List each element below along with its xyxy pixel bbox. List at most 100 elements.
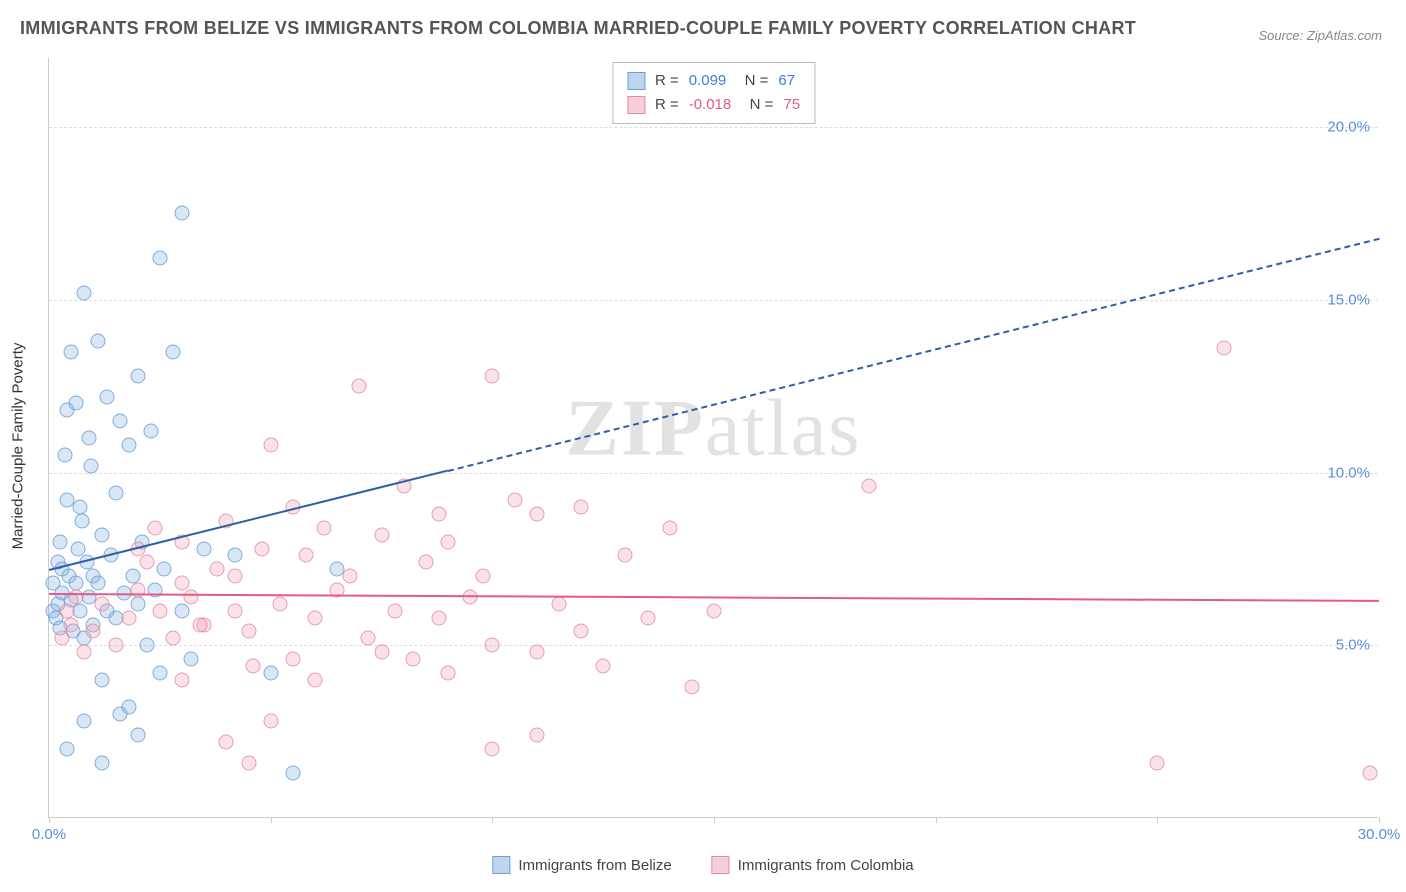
xtick-label: 0.0% xyxy=(32,826,66,843)
scatter-point-belize xyxy=(228,548,243,563)
stats-row-belize: R = 0.099 N = 67 xyxy=(627,69,800,93)
ytick-label: 10.0% xyxy=(1327,464,1370,481)
scatter-point-belize xyxy=(64,344,79,359)
scatter-point-belize xyxy=(70,541,85,556)
xtick-label: 30.0% xyxy=(1358,826,1401,843)
scatter-point-belize xyxy=(183,652,198,667)
scatter-point-belize xyxy=(90,576,105,591)
scatter-point-colombia xyxy=(86,624,101,639)
scatter-point-colombia xyxy=(432,610,447,625)
xtick-mark xyxy=(492,817,493,823)
scatter-point-belize xyxy=(77,714,92,729)
scatter-point-colombia xyxy=(618,548,633,563)
scatter-point-colombia xyxy=(148,520,163,535)
scatter-point-colombia xyxy=(228,603,243,618)
scatter-point-colombia xyxy=(68,589,83,604)
scatter-point-colombia xyxy=(529,728,544,743)
scatter-point-belize xyxy=(57,448,72,463)
scatter-point-colombia xyxy=(684,679,699,694)
scatter-point-colombia xyxy=(139,555,154,570)
scatter-point-belize xyxy=(285,766,300,781)
scatter-point-colombia xyxy=(95,596,110,611)
scatter-point-colombia xyxy=(529,645,544,660)
scatter-point-belize xyxy=(166,344,181,359)
scatter-point-colombia xyxy=(374,645,389,660)
scatter-point-colombia xyxy=(64,617,79,632)
scatter-point-belize xyxy=(68,576,83,591)
scatter-point-belize xyxy=(197,541,212,556)
ytick-label: 5.0% xyxy=(1336,637,1370,654)
scatter-point-colombia xyxy=(507,493,522,508)
gridline-h xyxy=(49,645,1378,646)
legend-label-colombia: Immigrants from Colombia xyxy=(738,857,914,874)
swatch-colombia xyxy=(627,96,645,114)
scatter-point-colombia xyxy=(272,596,287,611)
scatter-point-colombia xyxy=(108,638,123,653)
scatter-point-colombia xyxy=(441,534,456,549)
scatter-point-belize xyxy=(90,334,105,349)
xtick-mark xyxy=(1157,817,1158,823)
legend-label-belize: Immigrants from Belize xyxy=(518,857,671,874)
scatter-point-colombia xyxy=(263,437,278,452)
scatter-point-colombia xyxy=(210,562,225,577)
stat-n-label-2: N = xyxy=(741,93,773,117)
scatter-point-colombia xyxy=(707,603,722,618)
scatter-point-colombia xyxy=(574,624,589,639)
scatter-point-belize xyxy=(175,603,190,618)
scatter-point-colombia xyxy=(662,520,677,535)
scatter-point-colombia xyxy=(166,631,181,646)
scatter-point-colombia xyxy=(1216,341,1231,356)
y-axis-label: Married-Couple Family Poverty xyxy=(10,343,27,550)
stat-n-label: N = xyxy=(736,69,768,93)
scatter-point-colombia xyxy=(862,479,877,494)
scatter-point-belize xyxy=(99,389,114,404)
bottom-legend: Immigrants from Belize Immigrants from C… xyxy=(492,856,913,874)
scatter-point-colombia xyxy=(1363,766,1378,781)
scatter-point-colombia xyxy=(551,596,566,611)
scatter-point-belize xyxy=(175,206,190,221)
scatter-point-colombia xyxy=(485,741,500,756)
watermark-bold: ZIP xyxy=(566,384,705,472)
scatter-point-belize xyxy=(75,513,90,528)
xtick-mark xyxy=(714,817,715,823)
xtick-mark xyxy=(936,817,937,823)
scatter-point-belize xyxy=(143,424,158,439)
scatter-point-colombia xyxy=(77,645,92,660)
scatter-point-colombia xyxy=(55,631,70,646)
scatter-point-colombia xyxy=(640,610,655,625)
scatter-point-belize xyxy=(139,638,154,653)
scatter-point-colombia xyxy=(254,541,269,556)
scatter-point-colombia xyxy=(228,569,243,584)
scatter-point-colombia xyxy=(316,520,331,535)
gridline-h xyxy=(49,300,1378,301)
gridline-h xyxy=(49,127,1378,128)
swatch-belize xyxy=(627,72,645,90)
scatter-point-belize xyxy=(130,728,145,743)
scatter-point-belize xyxy=(263,665,278,680)
xtick-mark xyxy=(1379,817,1380,823)
source-attribution: Source: ZipAtlas.com xyxy=(1258,28,1382,43)
scatter-point-colombia xyxy=(418,555,433,570)
legend-swatch-colombia xyxy=(712,856,730,874)
stat-n-colombia: 75 xyxy=(783,93,800,117)
scatter-point-colombia xyxy=(285,652,300,667)
stat-n-belize: 67 xyxy=(778,69,795,93)
scatter-point-colombia xyxy=(432,507,447,522)
scatter-point-belize xyxy=(130,596,145,611)
regression-line xyxy=(49,470,448,571)
scatter-point-colombia xyxy=(299,548,314,563)
scatter-point-belize xyxy=(95,527,110,542)
stats-legend-box: R = 0.099 N = 67 R = -0.018 N = 75 xyxy=(612,62,815,124)
scatter-point-belize xyxy=(112,707,127,722)
stat-r-label-2: R = xyxy=(655,93,679,117)
scatter-point-colombia xyxy=(361,631,376,646)
scatter-point-colombia xyxy=(241,624,256,639)
scatter-point-belize xyxy=(108,486,123,501)
scatter-point-colombia xyxy=(374,527,389,542)
scatter-point-colombia xyxy=(574,500,589,515)
scatter-point-belize xyxy=(81,431,96,446)
chart-container: IMMIGRANTS FROM BELIZE VS IMMIGRANTS FRO… xyxy=(0,0,1406,892)
scatter-point-belize xyxy=(152,251,167,266)
scatter-point-colombia xyxy=(308,610,323,625)
scatter-point-belize xyxy=(77,285,92,300)
